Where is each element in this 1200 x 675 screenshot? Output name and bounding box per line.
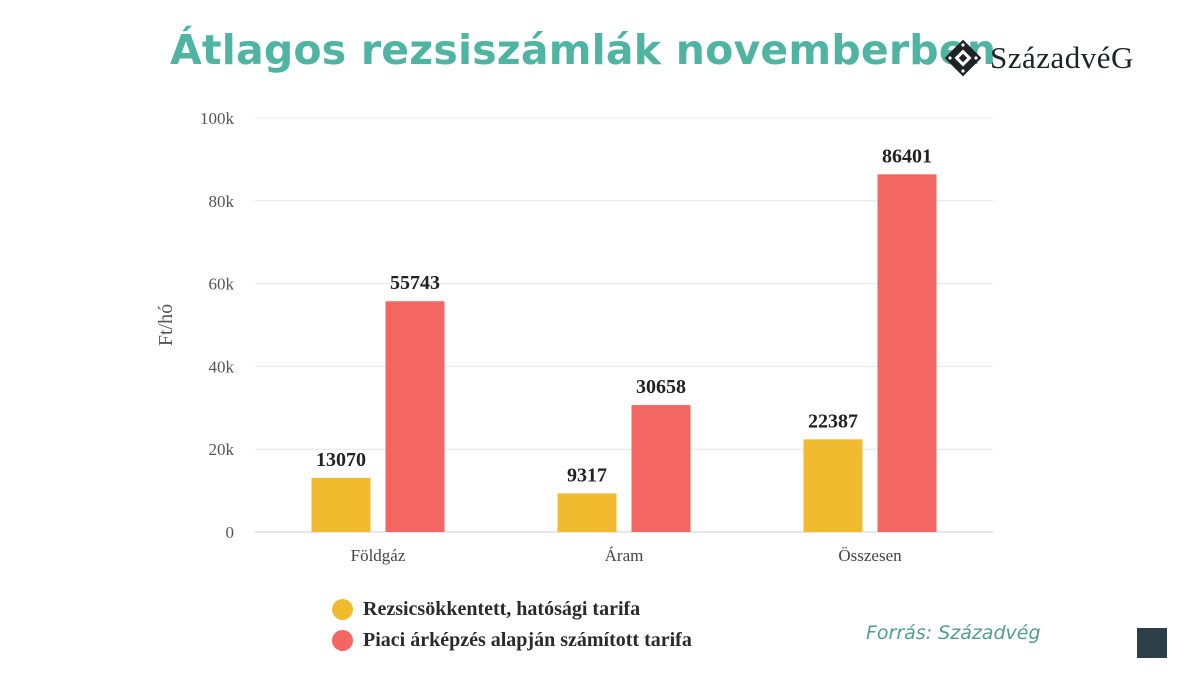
legend-label: Piaci árképzés alapján számított tarifa	[363, 629, 692, 651]
source-note: Forrás: Századvég	[866, 622, 1041, 644]
y-tick-label: 80k	[209, 192, 235, 211]
bar	[385, 301, 445, 532]
corner-square	[1137, 628, 1167, 658]
x-tick-label: Összesen	[838, 546, 902, 565]
data-label: 22387	[808, 410, 858, 432]
y-tick-label: 20k	[209, 440, 235, 459]
legend-item: Piaci árképzés alapján számított tarifa	[332, 625, 692, 656]
bar	[631, 405, 691, 532]
bar	[877, 174, 937, 532]
y-tick-label: 60k	[209, 275, 235, 294]
legend-item: Rezsicsökkentett, hatósági tarifa	[332, 594, 692, 625]
chart-title: Átlagos rezsiszámlák novemberben	[170, 26, 997, 74]
y-tick-label: 40k	[209, 357, 235, 376]
legend: Rezsicsökkentett, hatósági tarifa Piaci …	[332, 594, 692, 656]
data-label: 13070	[316, 449, 366, 471]
bar	[803, 439, 863, 532]
x-tick-label: Földgáz	[351, 546, 406, 565]
diamond-emblem-icon	[944, 39, 982, 77]
y-tick-label: 100k	[200, 109, 235, 128]
x-tick-label: Áram	[605, 546, 644, 565]
logo-text: SzázadvéG	[990, 40, 1134, 75]
data-label: 9317	[567, 464, 607, 486]
bar	[557, 493, 617, 532]
bar	[311, 477, 371, 532]
legend-swatch	[332, 599, 353, 620]
brand-logo: SzázadvéG	[944, 36, 1134, 80]
y-tick-label: 0	[226, 523, 235, 542]
data-label: 86401	[882, 145, 932, 167]
data-label: 30658	[636, 376, 686, 398]
legend-swatch	[332, 630, 353, 651]
data-label: 55743	[390, 272, 440, 294]
legend-label: Rezsicsökkentett, hatósági tarifa	[363, 598, 641, 620]
y-axis-label: Ft/hó	[155, 304, 177, 346]
